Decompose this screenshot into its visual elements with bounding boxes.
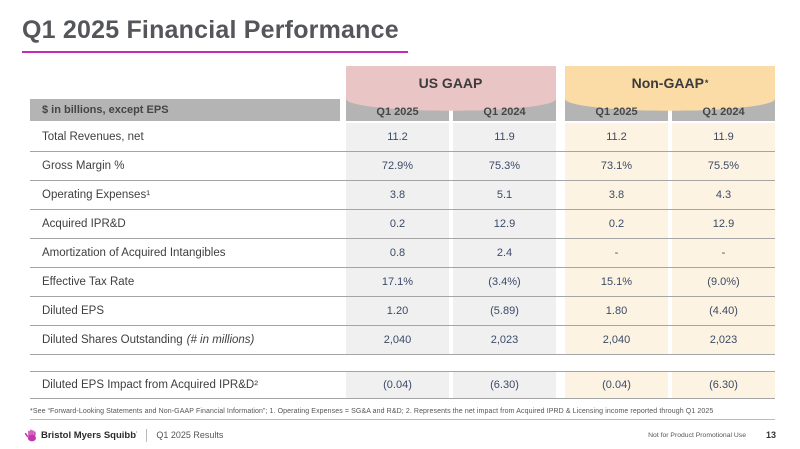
row-label: Diluted EPS (30, 297, 340, 325)
cell-non-gaap-2025: 0.2 (565, 210, 668, 238)
table-row-effective-tax-rate: Effective Tax Rate 17.1% (3.4%) 15.1% (9… (30, 268, 775, 297)
table-row-diluted-eps: Diluted EPS 1.20 (5.89) 1.80 (4.40) (30, 297, 775, 326)
us-gaap-label: US GAAP (418, 74, 483, 91)
row-label-text: Operating Expenses¹ (42, 189, 151, 201)
cell-non-gaap-2024: (6.30) (672, 372, 775, 398)
row-label-text: Effective Tax Rate (42, 276, 135, 288)
row-label: Gross Margin % (30, 152, 340, 180)
footer-divider (30, 419, 775, 420)
col-header-us-gaap-q1-2025: Q1 2025 (376, 106, 419, 118)
cell-us-gaap-2025: 3.8 (346, 181, 449, 209)
row-label: Amortization of Acquired Intangibles (30, 239, 340, 267)
cell-us-gaap-2024: 75.3% (453, 152, 556, 180)
table-row-gross-margin: Gross Margin % 72.9% 75.3% 73.1% 75.5% (30, 152, 775, 181)
cell-us-gaap-2024: 2,023 (453, 326, 556, 354)
cell-us-gaap-2025: 17.1% (346, 268, 449, 296)
non-gaap-group-header: Non-GAAP * (565, 66, 775, 99)
row-label-text: Diluted EPS (42, 305, 105, 317)
row-label: Total Revenues, net (30, 123, 340, 151)
cell-non-gaap-2024: 75.5% (672, 152, 775, 180)
cell-us-gaap-2025: 2,040 (346, 326, 449, 354)
cell-non-gaap-2025: 73.1% (565, 152, 668, 180)
cell-us-gaap-2024: 11.9 (453, 123, 556, 151)
bms-hand-logo-icon (24, 429, 37, 442)
cell-us-gaap-2025: 0.8 (346, 239, 449, 267)
cell-us-gaap-2024: 2.4 (453, 239, 556, 267)
cell-us-gaap-2025: 1.20 (346, 297, 449, 325)
table-row-diluted-shares: Diluted Shares Outstanding (# in million… (30, 326, 775, 355)
page-title: Q1 2025 Financial Performance (22, 16, 399, 44)
table-row-acquired-iprd: Acquired IPR&D 0.2 12.9 0.2 12.9 (30, 210, 775, 239)
row-label-note: (# in millions) (186, 334, 255, 346)
row-label: Operating Expenses¹ (30, 181, 340, 209)
footer-right: Not for Product Promotional Use 13 (648, 430, 776, 440)
cell-us-gaap-2025: (0.04) (346, 372, 449, 398)
title-accent-rule (22, 51, 408, 53)
footnote: *See “Forward-Looking Statements and Non… (30, 408, 714, 415)
table-period-header-row: $ in billions, except EPS Q1 2025 Q1 202… (30, 99, 775, 121)
promo-note: Not for Product Promotional Use (648, 431, 746, 439)
brand-name: Bristol Myers Squibb (41, 429, 137, 441)
col-header-us-gaap-q1-2024: Q1 2024 (483, 106, 526, 118)
row-label-text: Gross Margin % (42, 160, 125, 172)
cell-us-gaap-2024: (6.30) (453, 372, 556, 398)
us-gaap-period-headers: Q1 2025 Q1 2024 (346, 99, 556, 121)
cell-non-gaap-2025: - (565, 239, 668, 267)
cell-us-gaap-2024: (5.89) (453, 297, 556, 325)
footer-separator (146, 428, 148, 442)
cell-us-gaap-2024: 5.1 (453, 181, 556, 209)
row-label-text: Total Revenues, net (42, 131, 144, 143)
row-label-text: Amortization of Acquired Intangibles (42, 247, 226, 259)
brand-trademark: ’ (136, 432, 138, 438)
cell-us-gaap-2025: 72.9% (346, 152, 449, 180)
us-gaap-group-header: US GAAP (346, 66, 556, 99)
row-label: Diluted Shares Outstanding (# in million… (30, 326, 340, 354)
non-gaap-sup: * (704, 77, 709, 88)
cell-us-gaap-2025: 0.2 (346, 210, 449, 238)
table-row-operating-expenses: Operating Expenses¹ 3.8 5.1 3.8 4.3 (30, 181, 775, 210)
cell-non-gaap-2024: 4.3 (672, 181, 775, 209)
row-label-text: Diluted EPS Impact from Acquired IPR&D² (42, 379, 259, 391)
row-label: Diluted EPS Impact from Acquired IPR&D² (30, 372, 340, 398)
cell-non-gaap-2025: 2,040 (565, 326, 668, 354)
cell-us-gaap-2024: (3.4%) (453, 268, 556, 296)
table-group-header-row: US GAAP Non-GAAP * (30, 66, 775, 99)
table-row-eps-impact: Diluted EPS Impact from Acquired IPR&D² … (30, 371, 775, 399)
page-number: 13 (765, 430, 776, 440)
row-label: Acquired IPR&D (30, 210, 340, 238)
cell-non-gaap-2025: (0.04) (565, 372, 668, 398)
cell-non-gaap-2025: 3.8 (565, 181, 668, 209)
financial-table: US GAAP Non-GAAP * $ in billions, except … (30, 66, 775, 399)
cell-non-gaap-2024: - (672, 239, 775, 267)
row-label-text: Acquired IPR&D (42, 218, 126, 230)
cell-non-gaap-2024: 2,023 (672, 326, 775, 354)
row-label-text: Diluted Shares Outstanding (42, 334, 183, 346)
cell-non-gaap-2025: 15.1% (565, 268, 668, 296)
deck-title: Q1 2025 Results (156, 430, 224, 440)
units-header: $ in billions, except EPS (30, 99, 340, 121)
non-gaap-label: Non-GAAP (631, 74, 704, 91)
cell-non-gaap-2024: (4.40) (672, 297, 775, 325)
cell-non-gaap-2024: (9.0%) (672, 268, 775, 296)
table-row-amortization: Amortization of Acquired Intangibles 0.8… (30, 239, 775, 268)
brand-block: Bristol Myers Squibb’ Q1 2025 Results (24, 428, 224, 442)
col-header-non-gaap-q1-2024: Q1 2024 (702, 106, 745, 118)
cell-non-gaap-2025: 1.80 (565, 297, 668, 325)
non-gaap-period-headers: Q1 2025 Q1 2024 (565, 99, 775, 121)
row-label: Effective Tax Rate (30, 268, 340, 296)
cell-non-gaap-2024: 12.9 (672, 210, 775, 238)
col-header-non-gaap-q1-2025: Q1 2025 (595, 106, 638, 118)
slide-footer: Bristol Myers Squibb’ Q1 2025 Results No… (24, 426, 776, 444)
cell-non-gaap-2025: 11.2 (565, 123, 668, 151)
cell-non-gaap-2024: 11.9 (672, 123, 775, 151)
table-body: Total Revenues, net 11.2 11.9 11.2 11.9 … (30, 123, 775, 355)
cell-us-gaap-2024: 12.9 (453, 210, 556, 238)
table-row-total-revenues: Total Revenues, net 11.2 11.9 11.2 11.9 (30, 123, 775, 152)
cell-us-gaap-2025: 11.2 (346, 123, 449, 151)
